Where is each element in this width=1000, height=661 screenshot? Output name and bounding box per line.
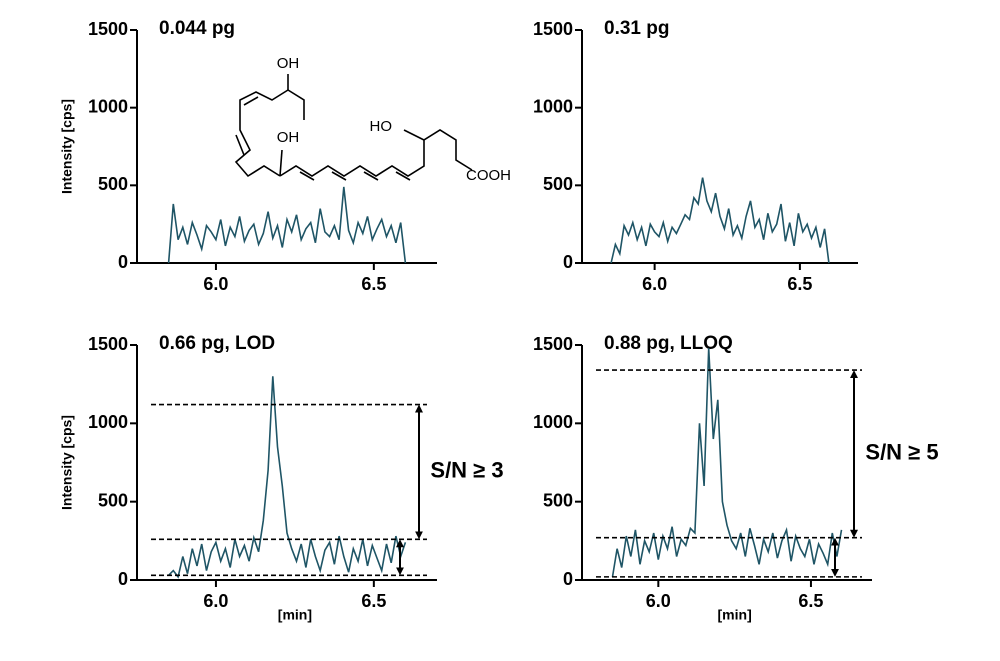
x-tick-label: 6.5 xyxy=(787,274,812,294)
panel-title: 0.88 pg, LLOQ xyxy=(604,333,733,354)
y-tick-label: 500 xyxy=(543,490,573,510)
y-tick-label: 500 xyxy=(98,490,128,510)
panel-title: 0.044 pg xyxy=(159,18,235,39)
x-axis-label: [min] xyxy=(278,607,312,623)
sn-annotation: S/N ≥ 3 xyxy=(430,458,503,483)
data-line xyxy=(611,348,843,578)
x-tick-label: 6.5 xyxy=(361,591,386,611)
y-tick-label: 1500 xyxy=(88,19,128,39)
x-tick-label: 6.0 xyxy=(642,274,667,294)
y-tick-label: 0 xyxy=(118,569,128,589)
chemical-structure xyxy=(234,74,473,181)
x-tick-label: 6.0 xyxy=(646,591,671,611)
structure-label: OH xyxy=(277,129,300,146)
y-tick-label: 0 xyxy=(118,252,128,272)
y-axis-label: Intensity [cps] xyxy=(59,415,75,510)
y-tick-label: 1500 xyxy=(533,19,573,39)
x-tick-label: 6.5 xyxy=(798,591,823,611)
sn-annotation: S/N ≥ 5 xyxy=(865,440,938,465)
structure-label: COOH xyxy=(466,167,511,184)
x-tick-label: 6.0 xyxy=(203,591,228,611)
data-line xyxy=(167,186,407,264)
y-tick-label: 1000 xyxy=(533,412,573,432)
structure-label: HO xyxy=(370,118,393,135)
x-tick-label: 6.5 xyxy=(361,274,386,294)
panel-title: 0.66 pg, LOD xyxy=(159,333,275,354)
y-tick-label: 1000 xyxy=(88,96,128,116)
y-tick-label: 0 xyxy=(563,252,573,272)
data-line xyxy=(168,376,407,579)
y-tick-label: 1500 xyxy=(88,334,128,354)
y-tick-label: 500 xyxy=(543,174,573,194)
panel-title: 0.31 pg xyxy=(604,18,669,39)
x-tick-label: 6.0 xyxy=(203,274,228,294)
x-axis-label: [min] xyxy=(718,607,752,623)
y-tick-label: 1000 xyxy=(88,412,128,432)
y-tick-label: 1500 xyxy=(533,334,573,354)
y-tick-label: 500 xyxy=(98,174,128,194)
y-axis-label: Intensity [cps] xyxy=(59,99,75,194)
data-line xyxy=(610,177,830,264)
y-tick-label: 0 xyxy=(563,569,573,589)
y-tick-label: 1000 xyxy=(533,96,573,116)
structure-label: OH xyxy=(277,55,300,72)
